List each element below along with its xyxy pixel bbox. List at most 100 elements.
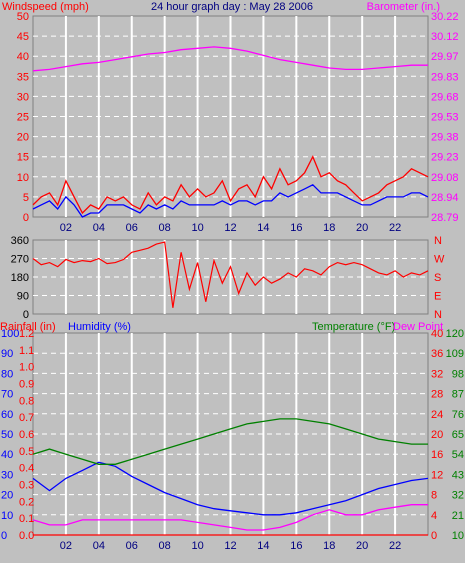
windspeed-tick-label: 5: [23, 192, 29, 204]
chart-title: 24 hour graph day : May 28 2006: [151, 1, 313, 13]
humidity-tick-label: 50: [1, 429, 13, 441]
humidity-tick-label: 60: [1, 409, 13, 421]
rainfall-tick-label: 1.2: [19, 328, 34, 340]
dewpoint-axis-title: Dew Point: [393, 321, 443, 333]
rainfall-tick-label: 0.7: [19, 412, 34, 424]
env-x-tick-label: 12: [224, 540, 236, 552]
wind-x-tick-label: 20: [356, 222, 368, 234]
windspeed-tick-label: 0: [23, 212, 29, 224]
windspeed-tick-label: 15: [17, 152, 29, 164]
barometer-tick-label: 29.53: [431, 112, 459, 124]
temp-c-tick-label: 20: [431, 429, 443, 441]
barometer-tick-label: 29.97: [431, 51, 459, 63]
temp-f-tick-label: 98: [452, 368, 464, 380]
env-x-tick-label: 20: [356, 540, 368, 552]
windspeed-tick-label: 25: [17, 112, 29, 124]
humidity-tick-label: 0: [1, 530, 7, 542]
wind-x-tick-label: 12: [224, 222, 236, 234]
compass-label: S: [434, 272, 441, 284]
barometer-tick-label: 29.08: [431, 172, 459, 184]
temp-f-tick-label: 10: [452, 530, 464, 542]
env-x-tick-label: 06: [126, 540, 138, 552]
wind-series-line-1: [32, 184, 429, 218]
temp-c-tick-label: 12: [431, 469, 443, 481]
direction-tick-label: 360: [11, 235, 29, 247]
env-x-tick-label: 08: [159, 540, 171, 552]
temp-f-tick-label: 54: [452, 449, 464, 461]
direction-series-line-0: [32, 241, 429, 308]
humidity-tick-label: 70: [1, 389, 13, 401]
rainfall-tick-label: 1.1: [19, 345, 34, 357]
compass-label: N: [434, 309, 442, 321]
wind-x-tick-label: 22: [389, 222, 401, 234]
env-series-line-2: [32, 504, 428, 531]
barometer-tick-label: 29.68: [431, 91, 459, 103]
temp-f-tick-label: 65: [452, 429, 464, 441]
temp-c-tick-label: 24: [431, 409, 443, 421]
temp-c-tick-label: 32: [431, 368, 443, 380]
direction-tick-label: 270: [11, 254, 29, 266]
humidity-tick-label: 80: [1, 368, 13, 380]
windspeed-tick-label: 20: [17, 132, 29, 144]
rainfall-tick-label: 0.3: [19, 480, 34, 492]
barometer-tick-label: 30.12: [431, 31, 459, 43]
rainfall-tick-label: 0.4: [19, 463, 34, 475]
temp-c-tick-label: 4: [431, 510, 437, 522]
barometer-tick-label: 29.83: [431, 71, 459, 83]
env-series-line-0: [32, 461, 429, 516]
windspeed-tick-label: 10: [17, 172, 29, 184]
rainfall-tick-label: 1.0: [19, 362, 34, 374]
temp-f-tick-label: 32: [452, 490, 464, 502]
wind-x-tick-label: 08: [159, 222, 171, 234]
rainfall-tick-label: 0.5: [19, 446, 34, 458]
humidity-tick-label: 90: [1, 348, 13, 360]
rainfall-tick-label: 0.6: [19, 429, 34, 441]
temp-f-tick-label: 21: [452, 510, 464, 522]
direction-tick-label: 90: [17, 291, 29, 303]
temp-f-tick-label: 120: [446, 328, 464, 340]
wind-x-tick-label: 06: [126, 222, 138, 234]
temp-c-tick-label: 40: [431, 328, 443, 340]
windspeed-tick-label: 40: [17, 51, 29, 63]
wind-series-line-0: [32, 155, 429, 215]
rainfall-tick-label: 0.1: [19, 513, 34, 525]
temp-c-tick-label: 8: [431, 490, 437, 502]
rainfall-axis-title: Rainfall (in): [0, 321, 56, 333]
rainfall-tick-label: 0.2: [19, 496, 34, 508]
humidity-tick-label: 10: [1, 510, 13, 522]
humidity-tick-label: 20: [1, 490, 13, 502]
temp-f-tick-label: 43: [452, 469, 464, 481]
wind-x-tick-label: 04: [93, 222, 105, 234]
humidity-axis-title: Humidity (%): [68, 321, 131, 333]
wind-x-tick-label: 10: [191, 222, 203, 234]
temp-c-tick-label: 0: [431, 530, 437, 542]
humidity-tick-label: 40: [1, 449, 13, 461]
humidity-tick-label: 100: [1, 328, 19, 340]
windspeed-axis-title: Windspeed (mph): [2, 1, 89, 13]
env-x-tick-label: 18: [323, 540, 335, 552]
env-x-tick-label: 02: [60, 540, 72, 552]
temp-f-tick-label: 76: [452, 409, 464, 421]
direction-tick-label: 0: [23, 309, 29, 321]
env-x-tick-label: 10: [191, 540, 203, 552]
windspeed-tick-label: 30: [17, 91, 29, 103]
temp-c-tick-label: 28: [431, 389, 443, 401]
compass-label: E: [434, 291, 441, 303]
env-series-line-1: [32, 418, 428, 465]
rainfall-tick-label: 0.9: [19, 379, 34, 391]
temp-f-tick-label: 87: [452, 389, 464, 401]
rainfall-tick-label: 0.0: [19, 530, 34, 542]
compass-label: N: [434, 235, 442, 247]
env-x-tick-label: 04: [93, 540, 105, 552]
windspeed-tick-label: 45: [17, 31, 29, 43]
temp-f-tick-label: 109: [446, 348, 464, 360]
temperature-axis-title: Temperature (°F): [312, 321, 395, 333]
windspeed-tick-label: 50: [17, 11, 29, 23]
direction-tick-label: 180: [11, 272, 29, 284]
wind-x-tick-label: 02: [60, 222, 72, 234]
barometer-tick-label: 28.94: [431, 192, 459, 204]
barometer-tick-label: 28.79: [431, 212, 459, 224]
wind-series-line-2: [32, 46, 428, 72]
env-x-tick-label: 14: [257, 540, 269, 552]
